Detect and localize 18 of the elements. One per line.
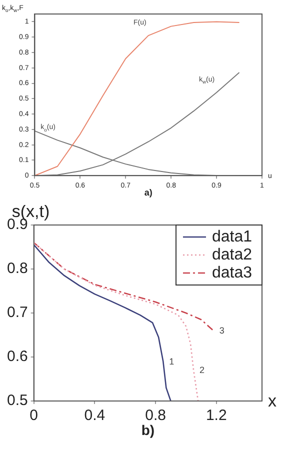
text: a) — [144, 188, 152, 198]
x-tick-label: 0.4 — [84, 407, 106, 424]
y-tick-label: 0.6 — [6, 348, 28, 366]
x-axis-title: x — [268, 391, 277, 410]
text: b) — [141, 422, 155, 438]
legend-label: data2 — [212, 246, 252, 264]
y-tick-label: 0.7 — [6, 304, 28, 322]
x-tick-label: 1.2 — [206, 407, 227, 424]
line-series — [34, 242, 214, 332]
legend-label: data1 — [212, 228, 252, 246]
annotation: 3 — [219, 326, 224, 336]
y-tick-label: 0.5 — [6, 392, 28, 410]
y-tick-label: 0.8 — [6, 260, 28, 278]
annotation: 2 — [200, 365, 205, 376]
legend-label: data3 — [212, 264, 252, 282]
x-tick-label: 0.8 — [145, 407, 166, 424]
line-series — [34, 242, 199, 401]
annotation: 1 — [169, 356, 174, 366]
